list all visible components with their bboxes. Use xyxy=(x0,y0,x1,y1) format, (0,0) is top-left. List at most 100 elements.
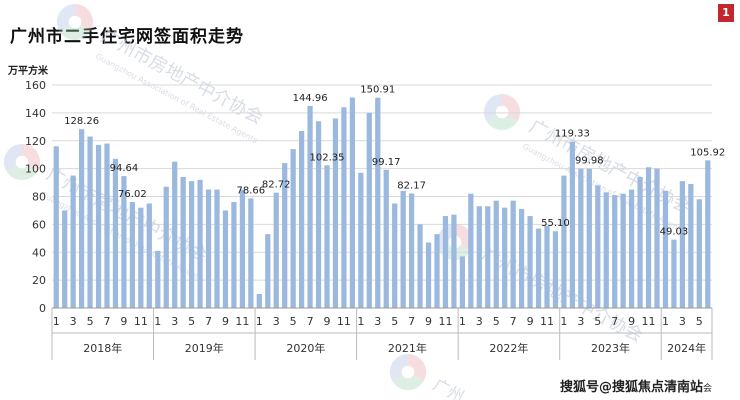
bar xyxy=(544,225,550,308)
watermark-logo xyxy=(483,93,521,131)
bar xyxy=(248,198,254,308)
x-tick-label: 11 xyxy=(540,315,554,328)
bar xyxy=(476,206,482,308)
bar xyxy=(163,186,169,308)
x-tick-label: 9 xyxy=(628,315,635,328)
x-tick-label: 1 xyxy=(53,315,60,328)
data-label: 94.64 xyxy=(110,163,139,174)
x-tick-label: 1 xyxy=(256,315,263,328)
bar xyxy=(265,234,271,308)
data-label: 150.91 xyxy=(360,85,395,96)
bar xyxy=(696,199,702,308)
x-tick-label: 3 xyxy=(70,315,77,328)
x-tick-label: 3 xyxy=(374,315,381,328)
bar xyxy=(62,210,68,308)
data-label: 99.17 xyxy=(372,157,401,168)
x-tick-label: 7 xyxy=(611,315,618,328)
bar xyxy=(307,105,313,309)
x-tick-label: 5 xyxy=(290,315,297,328)
bar xyxy=(671,239,677,308)
bar xyxy=(282,163,288,308)
bar xyxy=(205,189,212,308)
bar xyxy=(451,214,457,308)
x-tick-label: 1 xyxy=(357,315,364,328)
bar xyxy=(578,168,584,309)
watermark-name: 广州市房地产中介协会 xyxy=(43,164,212,267)
x-tick-label: 3 xyxy=(577,315,584,328)
bar xyxy=(146,203,152,308)
x-tick-label: 7 xyxy=(408,315,415,328)
source-credit-tail: 会 xyxy=(703,384,713,394)
x-tick-label: 1 xyxy=(154,315,161,328)
bar xyxy=(290,149,296,308)
x-tick-label: 3 xyxy=(171,315,178,328)
x-tick-label: 7 xyxy=(510,315,517,328)
x-tick-label: 5 xyxy=(188,315,195,328)
bar xyxy=(705,160,711,308)
bar xyxy=(518,209,525,308)
data-label: 102.35 xyxy=(310,152,345,163)
bar xyxy=(493,200,499,308)
x-tick-label: 7 xyxy=(104,315,111,328)
bar xyxy=(612,195,618,308)
bar xyxy=(349,97,356,308)
bar xyxy=(256,294,262,308)
bar xyxy=(214,189,220,308)
source-credit: 搜狐号@搜狐焦点清南站会 xyxy=(560,376,712,395)
bar xyxy=(620,193,626,308)
x-tick-label: 5 xyxy=(87,315,94,328)
bar xyxy=(121,176,127,308)
x-tick-label: 9 xyxy=(324,315,331,328)
bar xyxy=(425,242,432,308)
x-tick-label: 11 xyxy=(337,315,351,328)
data-label: 105.92 xyxy=(690,147,725,158)
data-label: 55.10 xyxy=(541,218,570,229)
y-tick-label: 0 xyxy=(39,302,46,315)
bar xyxy=(688,183,694,308)
year-label: 2018年 xyxy=(83,341,122,355)
bar xyxy=(459,256,466,308)
bar xyxy=(679,181,686,308)
bar xyxy=(138,207,144,308)
chart-title: 广州市二手住宅网签面积走势 xyxy=(10,27,244,47)
data-label: 82.72 xyxy=(262,180,291,191)
bar xyxy=(654,168,660,309)
bar xyxy=(239,189,246,308)
y-tick-label: 40 xyxy=(32,246,46,259)
x-tick-label: 11 xyxy=(642,315,656,328)
year-label: 2023年 xyxy=(591,341,630,355)
bar xyxy=(408,193,415,308)
data-label: 144.96 xyxy=(293,93,328,104)
source-credit-text: 搜狐号@搜狐焦点清南站 xyxy=(560,380,704,395)
y-axis-unit-label: 万平方米 xyxy=(8,66,48,77)
data-label: 128.26 xyxy=(64,116,99,127)
bar xyxy=(561,175,567,308)
bar xyxy=(468,193,474,308)
year-label: 2024年 xyxy=(667,341,706,355)
data-label: 82.17 xyxy=(397,180,426,191)
bar xyxy=(315,121,322,309)
year-label: 2019年 xyxy=(185,341,224,355)
bar xyxy=(341,107,347,308)
bar xyxy=(358,172,364,308)
x-tick-label: 7 xyxy=(205,315,212,328)
x-tick-label: 5 xyxy=(696,315,703,328)
x-tick-label: 11 xyxy=(134,315,148,328)
bar xyxy=(595,185,601,308)
x-tick-label: 3 xyxy=(679,315,686,328)
bar xyxy=(552,231,559,308)
page-number-badge: 1 xyxy=(718,4,734,22)
x-tick-label: 5 xyxy=(391,315,398,328)
bar xyxy=(78,129,85,308)
bar xyxy=(417,224,423,309)
bar xyxy=(485,206,491,308)
y-tick-label: 140 xyxy=(25,107,46,120)
x-tick-label: 3 xyxy=(476,315,483,328)
x-tick-label: 3 xyxy=(273,315,280,328)
bar xyxy=(502,207,508,308)
watermark-name: 广州市房地产中介协会 xyxy=(526,116,695,219)
bar xyxy=(645,167,652,308)
y-tick-label: 100 xyxy=(25,163,46,176)
